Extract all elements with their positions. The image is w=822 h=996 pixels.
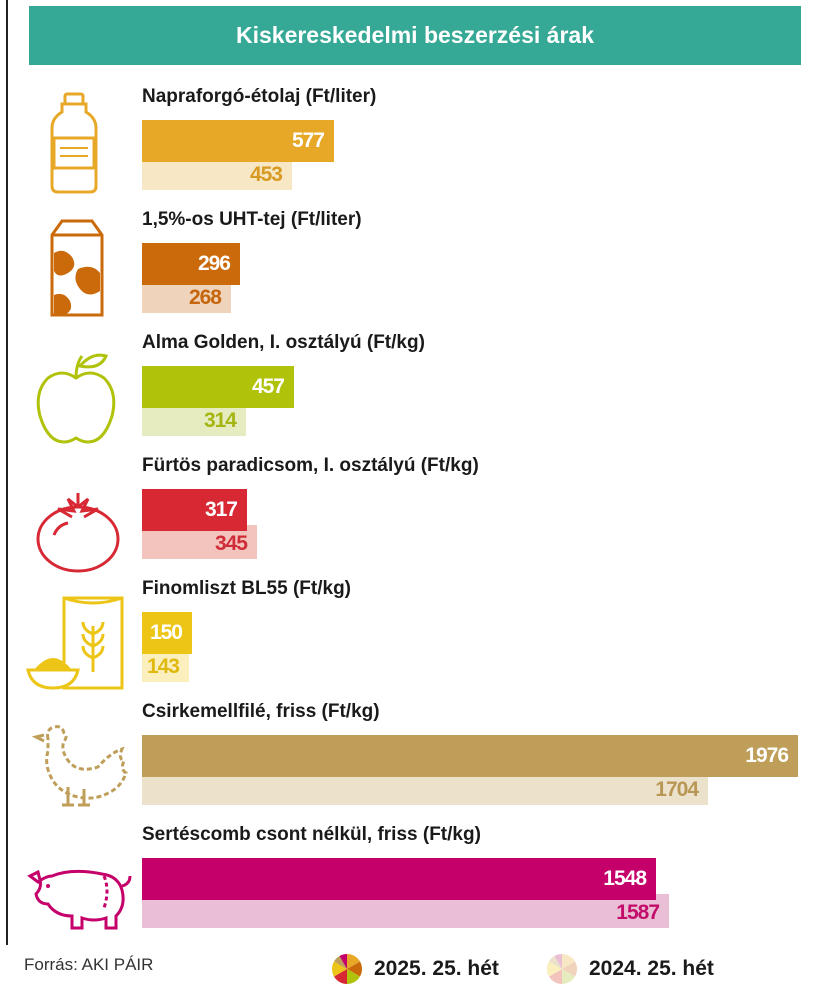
category-label: Sertéscomb csont nélkül, friss (Ft/kg) bbox=[142, 824, 481, 845]
category-label: Finomliszt BL55 (Ft/kg) bbox=[142, 578, 351, 599]
legend-current-icon bbox=[331, 954, 363, 984]
bar-previous-value: 143 bbox=[146, 655, 180, 678]
bar-current: 457 bbox=[142, 366, 294, 408]
bar-current: 577 bbox=[142, 120, 334, 162]
category-label: 1,5%-os UHT-tej (Ft/liter) bbox=[142, 209, 362, 230]
legend-current-label: 2025. 25. hét bbox=[374, 957, 499, 980]
bar-current-value: 457 bbox=[251, 375, 285, 398]
bar-previous-value: 1587 bbox=[616, 901, 660, 924]
bar-previous-value: 345 bbox=[214, 532, 248, 555]
bar-previous-value: 314 bbox=[203, 409, 237, 432]
flour-icon bbox=[26, 596, 124, 690]
apple-icon bbox=[36, 353, 116, 444]
source-note: Forrás: AKI PÁIR bbox=[24, 955, 154, 974]
legend-current: 2025. 25. hét bbox=[328, 952, 499, 986]
legend-previous-label: 2024. 25. hét bbox=[589, 957, 714, 980]
bar-current-value: 296 bbox=[197, 252, 231, 275]
category-label: Alma Golden, I. osztályú (Ft/kg) bbox=[142, 332, 425, 353]
chicken-icon bbox=[31, 725, 128, 807]
bar-previous-value: 453 bbox=[249, 163, 283, 186]
bar-current: 150 bbox=[142, 612, 192, 654]
pig-icon bbox=[27, 869, 132, 930]
bar-current-value: 150 bbox=[149, 621, 183, 644]
left-border bbox=[6, 0, 8, 945]
bar-current: 1976 bbox=[142, 735, 798, 777]
bar-current-value: 317 bbox=[204, 498, 238, 521]
bar-current-value: 1548 bbox=[603, 867, 647, 890]
chart-title: Kiskereskedelmi beszerzési árak bbox=[29, 6, 801, 65]
bar-previous-value: 1704 bbox=[655, 778, 699, 801]
bar-current: 317 bbox=[142, 489, 247, 531]
oil-bottle-icon bbox=[50, 92, 98, 194]
tomato-icon bbox=[36, 493, 120, 573]
bar-current-value: 1976 bbox=[745, 744, 789, 767]
bar-current: 1548 bbox=[142, 858, 656, 900]
bar-current-value: 577 bbox=[291, 129, 325, 152]
category-label: Napraforgó-étolaj (Ft/liter) bbox=[142, 86, 377, 107]
legend-previous-icon bbox=[546, 954, 578, 984]
milk-carton-icon bbox=[50, 219, 104, 317]
bar-current: 296 bbox=[142, 243, 240, 285]
bar-previous-value: 268 bbox=[188, 286, 222, 309]
legend-previous: 2024. 25. hét bbox=[543, 952, 714, 986]
category-label: Fürtös paradicsom, I. osztályú (Ft/kg) bbox=[142, 455, 479, 476]
category-label: Csirkemellfilé, friss (Ft/kg) bbox=[142, 701, 380, 722]
